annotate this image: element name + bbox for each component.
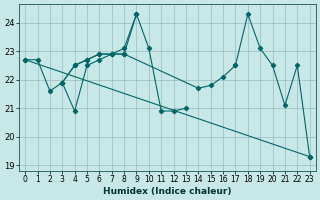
X-axis label: Humidex (Indice chaleur): Humidex (Indice chaleur) [103, 187, 232, 196]
